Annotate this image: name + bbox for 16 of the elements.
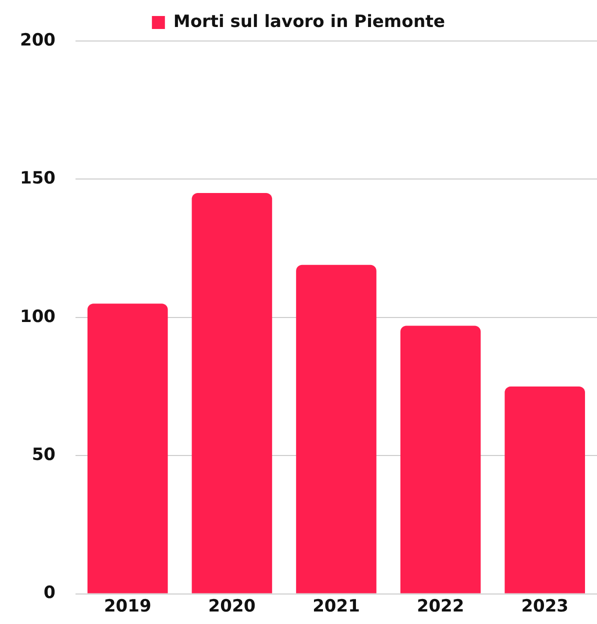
bar xyxy=(504,386,586,594)
y-tick-label: 50 xyxy=(32,445,56,466)
bar xyxy=(192,193,272,594)
y-tick-label: 0 xyxy=(44,583,56,604)
bar xyxy=(296,264,376,594)
x-tick-label: 2023 xyxy=(521,596,569,616)
x-tick-label: 2021 xyxy=(312,596,360,616)
legend-label: Morti sul lavoro in Piemonte xyxy=(173,12,446,32)
bar xyxy=(400,326,481,594)
y-tick-label: 150 xyxy=(20,168,56,189)
bar xyxy=(87,304,168,594)
y-tick-label: 100 xyxy=(20,306,56,327)
x-tick-label: 2020 xyxy=(208,596,256,616)
x-tick-label: 2019 xyxy=(104,596,152,616)
y-tick-label: 200 xyxy=(20,30,56,50)
x-tick-label: 2022 xyxy=(416,596,464,616)
